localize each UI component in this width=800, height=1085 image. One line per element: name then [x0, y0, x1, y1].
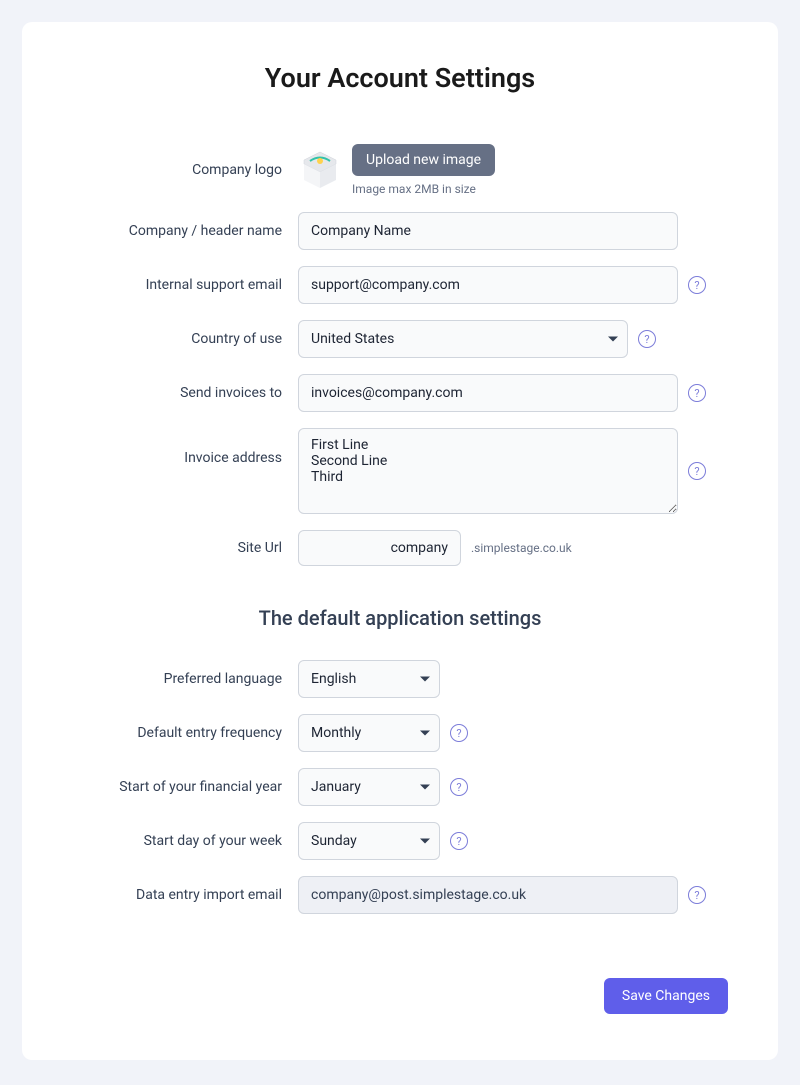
- help-icon[interactable]: ?: [450, 778, 468, 796]
- invoice-address-textarea[interactable]: First Line Second Line Third: [298, 428, 678, 514]
- import-email-input[interactable]: [298, 876, 678, 914]
- week-start-select[interactable]: Sunday: [298, 822, 440, 860]
- help-icon[interactable]: ?: [688, 384, 706, 402]
- frequency-select[interactable]: Monthly: [298, 714, 440, 752]
- row-company-logo: Company logo Upload new image Image max …: [72, 144, 728, 196]
- help-icon[interactable]: ?: [688, 276, 706, 294]
- row-country: Country of use United States ?: [72, 320, 728, 358]
- page-title: Your Account Settings: [72, 62, 728, 94]
- invoices-to-input[interactable]: [298, 374, 678, 412]
- upload-image-button[interactable]: Upload new image: [352, 144, 495, 176]
- help-icon[interactable]: ?: [450, 832, 468, 850]
- label-invoices-to: Send invoices to: [72, 385, 282, 401]
- save-changes-button[interactable]: Save Changes: [604, 978, 728, 1014]
- row-company-name: Company / header name: [72, 212, 728, 250]
- label-support-email: Internal support email: [72, 277, 282, 293]
- row-week-start: Start day of your week Sunday ?: [72, 822, 728, 860]
- label-frequency: Default entry frequency: [72, 725, 282, 741]
- help-icon[interactable]: ?: [688, 462, 706, 480]
- language-select[interactable]: English: [298, 660, 440, 698]
- upload-hint: Image max 2MB in size: [352, 182, 495, 196]
- label-invoice-address: Invoice address: [72, 428, 282, 466]
- label-fy-start: Start of your financial year: [72, 779, 282, 795]
- company-logo-preview: [298, 148, 342, 192]
- row-invoice-address: Invoice address First Line Second Line T…: [72, 428, 728, 514]
- help-icon[interactable]: ?: [450, 724, 468, 742]
- label-company-logo: Company logo: [72, 162, 282, 178]
- row-support-email: Internal support email ?: [72, 266, 728, 304]
- row-language: Preferred language English: [72, 660, 728, 698]
- help-icon[interactable]: ?: [638, 330, 656, 348]
- site-url-input[interactable]: [298, 530, 461, 566]
- fy-start-select[interactable]: January: [298, 768, 440, 806]
- label-site-url: Site Url: [72, 540, 282, 556]
- section-title-defaults: The default application settings: [72, 606, 728, 630]
- site-url-suffix: .simplestage.co.uk: [471, 541, 572, 555]
- control-company-logo: Upload new image Image max 2MB in size: [298, 144, 728, 196]
- company-name-input[interactable]: [298, 212, 678, 250]
- label-week-start: Start day of your week: [72, 833, 282, 849]
- label-import-email: Data entry import email: [72, 887, 282, 903]
- label-language: Preferred language: [72, 671, 282, 687]
- upload-column: Upload new image Image max 2MB in size: [352, 144, 495, 196]
- help-icon[interactable]: ?: [688, 886, 706, 904]
- row-invoices-to: Send invoices to ?: [72, 374, 728, 412]
- row-fy-start: Start of your financial year January ?: [72, 768, 728, 806]
- country-select[interactable]: United States: [298, 320, 628, 358]
- label-company-name: Company / header name: [72, 223, 282, 239]
- label-country: Country of use: [72, 331, 282, 347]
- support-email-input[interactable]: [298, 266, 678, 304]
- settings-card: Your Account Settings Company logo Uploa…: [22, 22, 778, 1060]
- row-import-email: Data entry import email ?: [72, 876, 728, 914]
- row-frequency: Default entry frequency Monthly ?: [72, 714, 728, 752]
- row-site-url: Site Url .simplestage.co.uk: [72, 530, 728, 566]
